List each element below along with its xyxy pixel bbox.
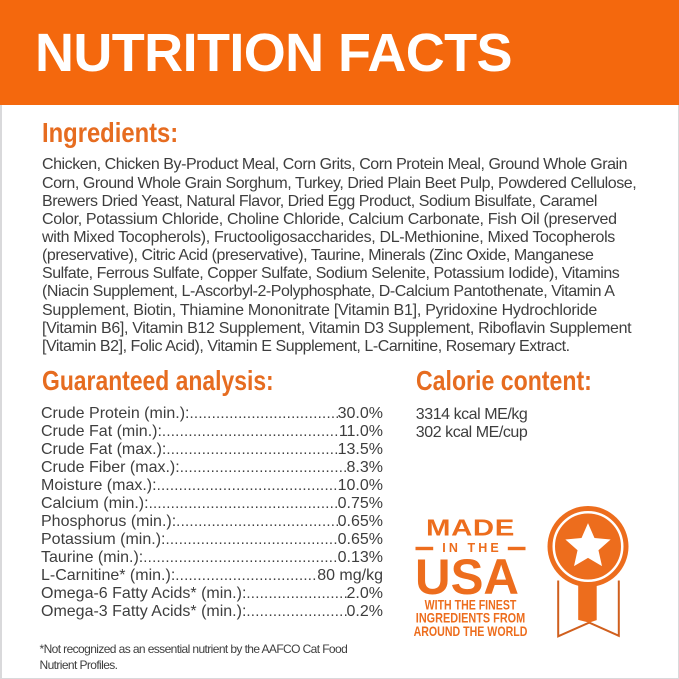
svg-text:WITH THE FINEST: WITH THE FINEST [425, 596, 517, 612]
svg-text:IN THE: IN THE [442, 541, 498, 555]
svg-text:MADE: MADE [426, 514, 515, 540]
svg-text:INGREDIENTS FROM: INGREDIENTS FROM [416, 610, 525, 626]
svg-text:USA: USA [415, 549, 519, 605]
svg-text:AROUND THE WORLD: AROUND THE WORLD [414, 623, 528, 639]
